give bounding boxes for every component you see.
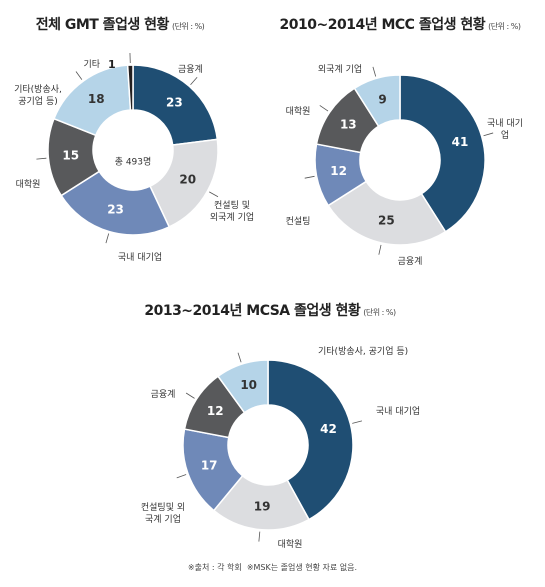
- category-label: 금융계: [150, 390, 176, 400]
- category-label: 대학원: [277, 540, 303, 550]
- chart-subtitle: (단위 : %): [363, 308, 396, 317]
- chart-title: 2013~2014년 MCSA 졸업생 현황 (단위 : %): [144, 303, 396, 319]
- leader-line: [75, 71, 83, 80]
- value-label: 41: [452, 135, 469, 149]
- center-label: 총 493명: [115, 157, 152, 168]
- category-label: 대학원: [285, 107, 311, 117]
- value-label: 19: [254, 500, 271, 514]
- category-label: 기타(방송사, 공기업 등): [14, 85, 62, 107]
- value-label: 23: [166, 96, 183, 110]
- leader-line: [176, 474, 187, 479]
- leader-line: [105, 233, 110, 244]
- value-label: 23: [107, 203, 124, 217]
- leader-line: [372, 66, 377, 77]
- chart-title: 전체 GMT 졸업생 현황 (단위 : %): [35, 17, 205, 33]
- category-label: 대학원: [15, 180, 41, 190]
- value-label: 9: [378, 92, 386, 106]
- value-label: 17: [201, 459, 218, 473]
- category-label: 국내 대기업: [487, 119, 523, 141]
- slice: [132, 64, 219, 146]
- value-label: 13: [340, 117, 357, 131]
- leader-line: [190, 76, 198, 86]
- value-label: 42: [320, 422, 337, 436]
- value-label: 12: [330, 164, 347, 178]
- slice: [353, 74, 401, 128]
- footnote: ※출처 : 각 학회 ※MSK는 졸업생 현황 자료 없음.: [187, 563, 358, 572]
- slice: [267, 359, 354, 521]
- category-label: 국내 대기업: [117, 253, 163, 263]
- slice: [327, 180, 447, 246]
- leader-line: [185, 392, 195, 399]
- category-label: 기타(방송사, 공기업 등): [318, 347, 409, 357]
- leader-line: [378, 244, 382, 255]
- leader-line: [483, 132, 494, 137]
- slice: [60, 170, 171, 236]
- leader-line: [209, 191, 219, 198]
- leader-line: [258, 531, 261, 542]
- leader-line: [352, 420, 363, 424]
- category-label: 외국계 기업: [317, 65, 363, 75]
- category-label: 컨설팅: [285, 217, 311, 227]
- value-label: 18: [88, 92, 105, 106]
- value-label: 25: [378, 213, 395, 227]
- slice: [126, 64, 134, 111]
- category-label: 컨설팅 및 외국계 기업: [209, 201, 255, 223]
- chart-title: 2010~2014년 MCC 졸업생 현황 (단위 : %): [279, 17, 521, 33]
- category-label: 금융계: [178, 65, 203, 75]
- leader-line: [237, 352, 242, 363]
- value-label: 1: [108, 58, 116, 71]
- leader-line: [36, 157, 47, 160]
- leader-line: [304, 175, 315, 179]
- value-label: 12: [207, 404, 224, 418]
- value-label: 10: [240, 378, 257, 392]
- slice: [216, 359, 269, 414]
- chart-subtitle: (단위 : %): [171, 22, 205, 31]
- category-label: 금융계: [397, 257, 423, 267]
- value-label: 20: [179, 173, 196, 187]
- category-label: 컨설팅및 외 국계 기업: [140, 503, 186, 525]
- category-label: 국내 대기업: [375, 407, 421, 417]
- leader-line: [319, 105, 329, 112]
- value-label: 15: [62, 148, 79, 162]
- slice: [399, 74, 486, 233]
- category-label: 기타: [83, 60, 100, 70]
- chart-subtitle: (단위 : %): [488, 22, 521, 31]
